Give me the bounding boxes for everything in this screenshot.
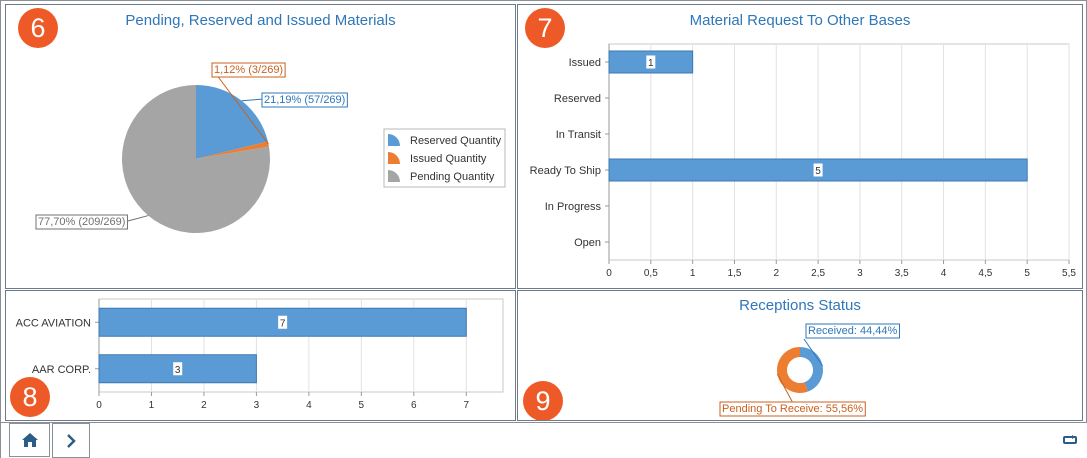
x-tick-label: 0 — [606, 268, 612, 279]
donut-data-label-text: Received: 44,44% — [808, 325, 897, 337]
x-tick-label: 0,5 — [644, 268, 658, 279]
plot-area — [608, 43, 1070, 261]
y-tick-label: AAR CORP. — [32, 364, 91, 376]
pie-data-label-box — [261, 92, 348, 108]
swap-icon[interactable] — [1063, 434, 1077, 446]
x-tick-label: 2 — [201, 400, 207, 411]
donut-data-label: Pending To Receive: 55,56% — [719, 401, 866, 417]
pie-chart: 21,19% (57/269) 1,12% (3/269) 77,70% (209/… — [35, 62, 506, 233]
pie-data-label-text: 21,19% (57/269) — [264, 94, 345, 106]
pie-slice — [196, 85, 268, 159]
chevron-right-icon — [67, 433, 76, 448]
pie-data-label: 77,70% (209/269) — [35, 214, 128, 230]
bar-data-label: 5 — [815, 166, 821, 177]
y-tick-label: ACC AVIATION — [16, 317, 91, 329]
pie-data-label: 21,19% (57/269) — [261, 92, 348, 108]
panel-title: Receptions Status — [739, 297, 861, 314]
pie-leader-line — [241, 98, 265, 102]
x-tick-label: 6 — [411, 400, 417, 411]
bar-data-label-box — [812, 162, 824, 178]
x-tick-label: 2 — [773, 268, 779, 279]
x-tick-label: 1 — [149, 400, 155, 411]
bar-data-label: 7 — [280, 318, 286, 329]
donut-slice — [777, 347, 808, 393]
panel-number-badge: 7 — [525, 8, 565, 48]
pie-data-label-text: 1,12% (3/269) — [214, 64, 283, 76]
x-tick-label: 3 — [857, 268, 863, 279]
y-tick-label: Open — [574, 237, 601, 249]
legend-label: Issued Quantity — [410, 153, 487, 165]
x-tick-label: 5 — [1024, 268, 1030, 279]
x-tick-label: 3 — [254, 400, 260, 411]
bar-data-label-box — [277, 314, 289, 330]
x-tick-label: 5 — [359, 400, 365, 411]
x-tick-label: 4,5 — [978, 268, 992, 279]
pie-leader-line — [127, 215, 149, 222]
panel-number-badge: 9 — [523, 381, 563, 420]
legend-swatch — [388, 134, 400, 146]
legend-box — [383, 128, 506, 188]
legend-label: Pending Quantity — [410, 171, 495, 183]
legend-label: Reserved Quantity — [410, 135, 502, 147]
donut-data-label-text: Pending To Receive: 55,56% — [722, 403, 863, 415]
bar-data-label: 3 — [175, 365, 181, 376]
bar-data-label: 1 — [648, 58, 654, 69]
y-tick-label: Ready To Ship — [530, 165, 601, 177]
panel-title: Material Request To Other Bases — [689, 12, 911, 29]
bar-data-label-box — [645, 54, 657, 70]
bar-chart: 0 0,5 1 1,5 2 2,5 3 3,5 4 4,5 5 5,5 Issued 1 Reserved I… — [530, 43, 1076, 279]
bottom-toolbar — [1, 422, 1087, 458]
y-tick-label: Reserved — [554, 93, 601, 105]
x-tick-label: 0 — [96, 400, 102, 411]
panel-material-request: Material Request To Other Bases 0 0,5 1 1,5… — [517, 4, 1083, 289]
panel-title: Pending, Reserved and Issued Materials — [125, 12, 396, 29]
pie-slice — [122, 85, 270, 233]
x-tick-label: 1 — [690, 268, 696, 279]
pie-data-label-box — [211, 62, 286, 78]
chart-legend: Reserved Quantity Issued Quantity Pending … — [383, 128, 506, 188]
y-tick-label: In Transit — [556, 129, 601, 141]
legend-swatch — [388, 152, 400, 164]
donut-data-label-box — [805, 323, 900, 339]
y-tick-label: Issued — [569, 57, 601, 69]
panel-number-badge: 6 — [18, 8, 58, 48]
bar-chart: 0 1 2 3 4 5 6 7 ACC AVIATION 7 AAR CORP. 3 — [16, 298, 504, 411]
bar-data-label-box — [172, 361, 184, 377]
pie-data-label-box — [35, 214, 128, 230]
donut-leader-line — [803, 338, 824, 367]
panel-suppliers: 0 1 2 3 4 5 6 7 ACC AVIATION 7 AAR CORP. 3 8 — [5, 290, 516, 421]
x-tick-label: 4 — [306, 400, 312, 411]
x-tick-label: 2,5 — [811, 268, 825, 279]
x-tick-label: 1,5 — [728, 268, 742, 279]
next-button[interactable] — [52, 423, 90, 458]
donut-chart: Received: 44,44% Pending To Receive: 55,5… — [719, 323, 900, 417]
pie-leader-line — [212, 69, 269, 145]
panel-material-status: Pending, Reserved and Issued Materials 2… — [5, 4, 516, 289]
home-icon — [21, 433, 38, 447]
y-tick-label: In Progress — [545, 201, 602, 213]
legend-swatch — [388, 170, 400, 182]
pie-data-label: 1,12% (3/269) — [211, 62, 286, 78]
x-tick-label: 3,5 — [895, 268, 909, 279]
panel-receptions: Receptions Status Received: 44,44% Pendin… — [517, 290, 1083, 421]
pie-data-label-text: 77,70% (209/269) — [38, 216, 125, 228]
donut-leader-line — [776, 373, 795, 406]
x-tick-label: 4 — [941, 268, 947, 279]
home-button[interactable] — [9, 423, 50, 457]
x-tick-label: 7 — [463, 400, 469, 411]
donut-data-label: Received: 44,44% — [805, 323, 900, 339]
panel-number-badge: 8 — [10, 377, 50, 417]
pie-slice — [196, 141, 269, 159]
x-tick-label: 5,5 — [1062, 268, 1076, 279]
donut-data-label-box — [719, 401, 866, 417]
